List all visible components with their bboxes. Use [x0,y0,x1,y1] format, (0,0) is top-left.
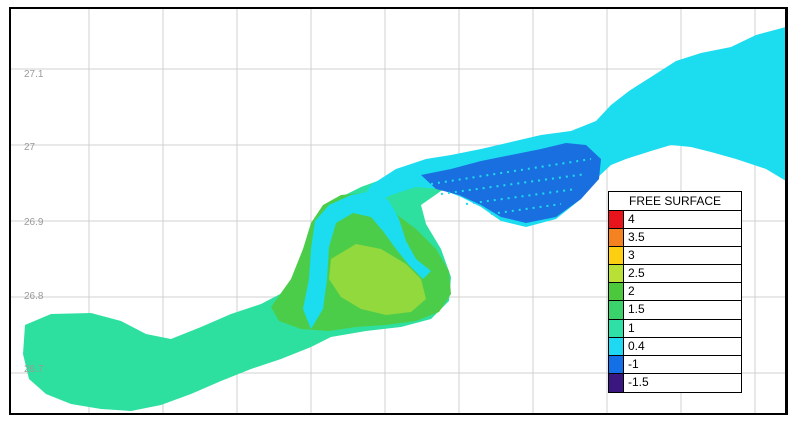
legend-item: 3 [609,247,741,266]
free-surface-legend: FREE SURFACE 4 3.5 3 2.5 2 1.5 1 0.4 -1 -1.5 [608,191,742,393]
low-surface-zone [421,143,601,223]
bend-yellow-green-patch [329,244,426,315]
legend-item: 1.5 [609,301,741,320]
legend-label: -1.5 [628,374,649,389]
legend-label: 2.5 [628,266,645,281]
legend-label: 0.4 [628,338,645,353]
legend-swatch [609,301,624,319]
y-axis-label-5: 26.7 [24,364,44,375]
y-axis-label-4: 26.8 [24,291,44,302]
y-axis-label-1: 27.1 [24,69,44,80]
legend-swatch [609,265,624,283]
legend-swatch [609,373,624,392]
legend-swatch [609,211,624,229]
legend-item: -1.5 [609,373,741,392]
legend-label: 2 [628,284,635,299]
map-frame: 27.1 27 26.9 26.8 26.7 FREE SURFACE 4 3.5… [9,7,788,415]
legend-label: 1.5 [628,302,645,317]
legend-label: -1 [628,356,639,371]
y-axis-label-2: 27 [24,142,36,153]
legend-label: 3 [628,248,635,263]
legend-swatch [609,247,624,265]
bend-cyan-channel [303,191,431,329]
legend-item: 0.4 [609,337,741,356]
legend-swatch [609,355,624,373]
legend-item: 1 [609,319,741,338]
y-axis-label-3: 26.9 [24,217,44,228]
legend-label: 3.5 [628,230,645,245]
legend-item: 2.5 [609,265,741,284]
legend-title: FREE SURFACE [609,192,741,211]
legend-rows: 4 3.5 3 2.5 2 1.5 1 0.4 -1 -1.5 [609,211,741,392]
legend-item: 3.5 [609,229,741,248]
legend-label: 1 [628,320,635,335]
legend-swatch [609,283,624,301]
legend-swatch [609,319,624,337]
legend-item: -1 [609,355,741,374]
legend-swatch [609,229,624,247]
legend-item: 4 [609,211,741,230]
legend-label: 4 [628,212,635,226]
legend-item: 2 [609,283,741,302]
legend-swatch [609,337,624,355]
